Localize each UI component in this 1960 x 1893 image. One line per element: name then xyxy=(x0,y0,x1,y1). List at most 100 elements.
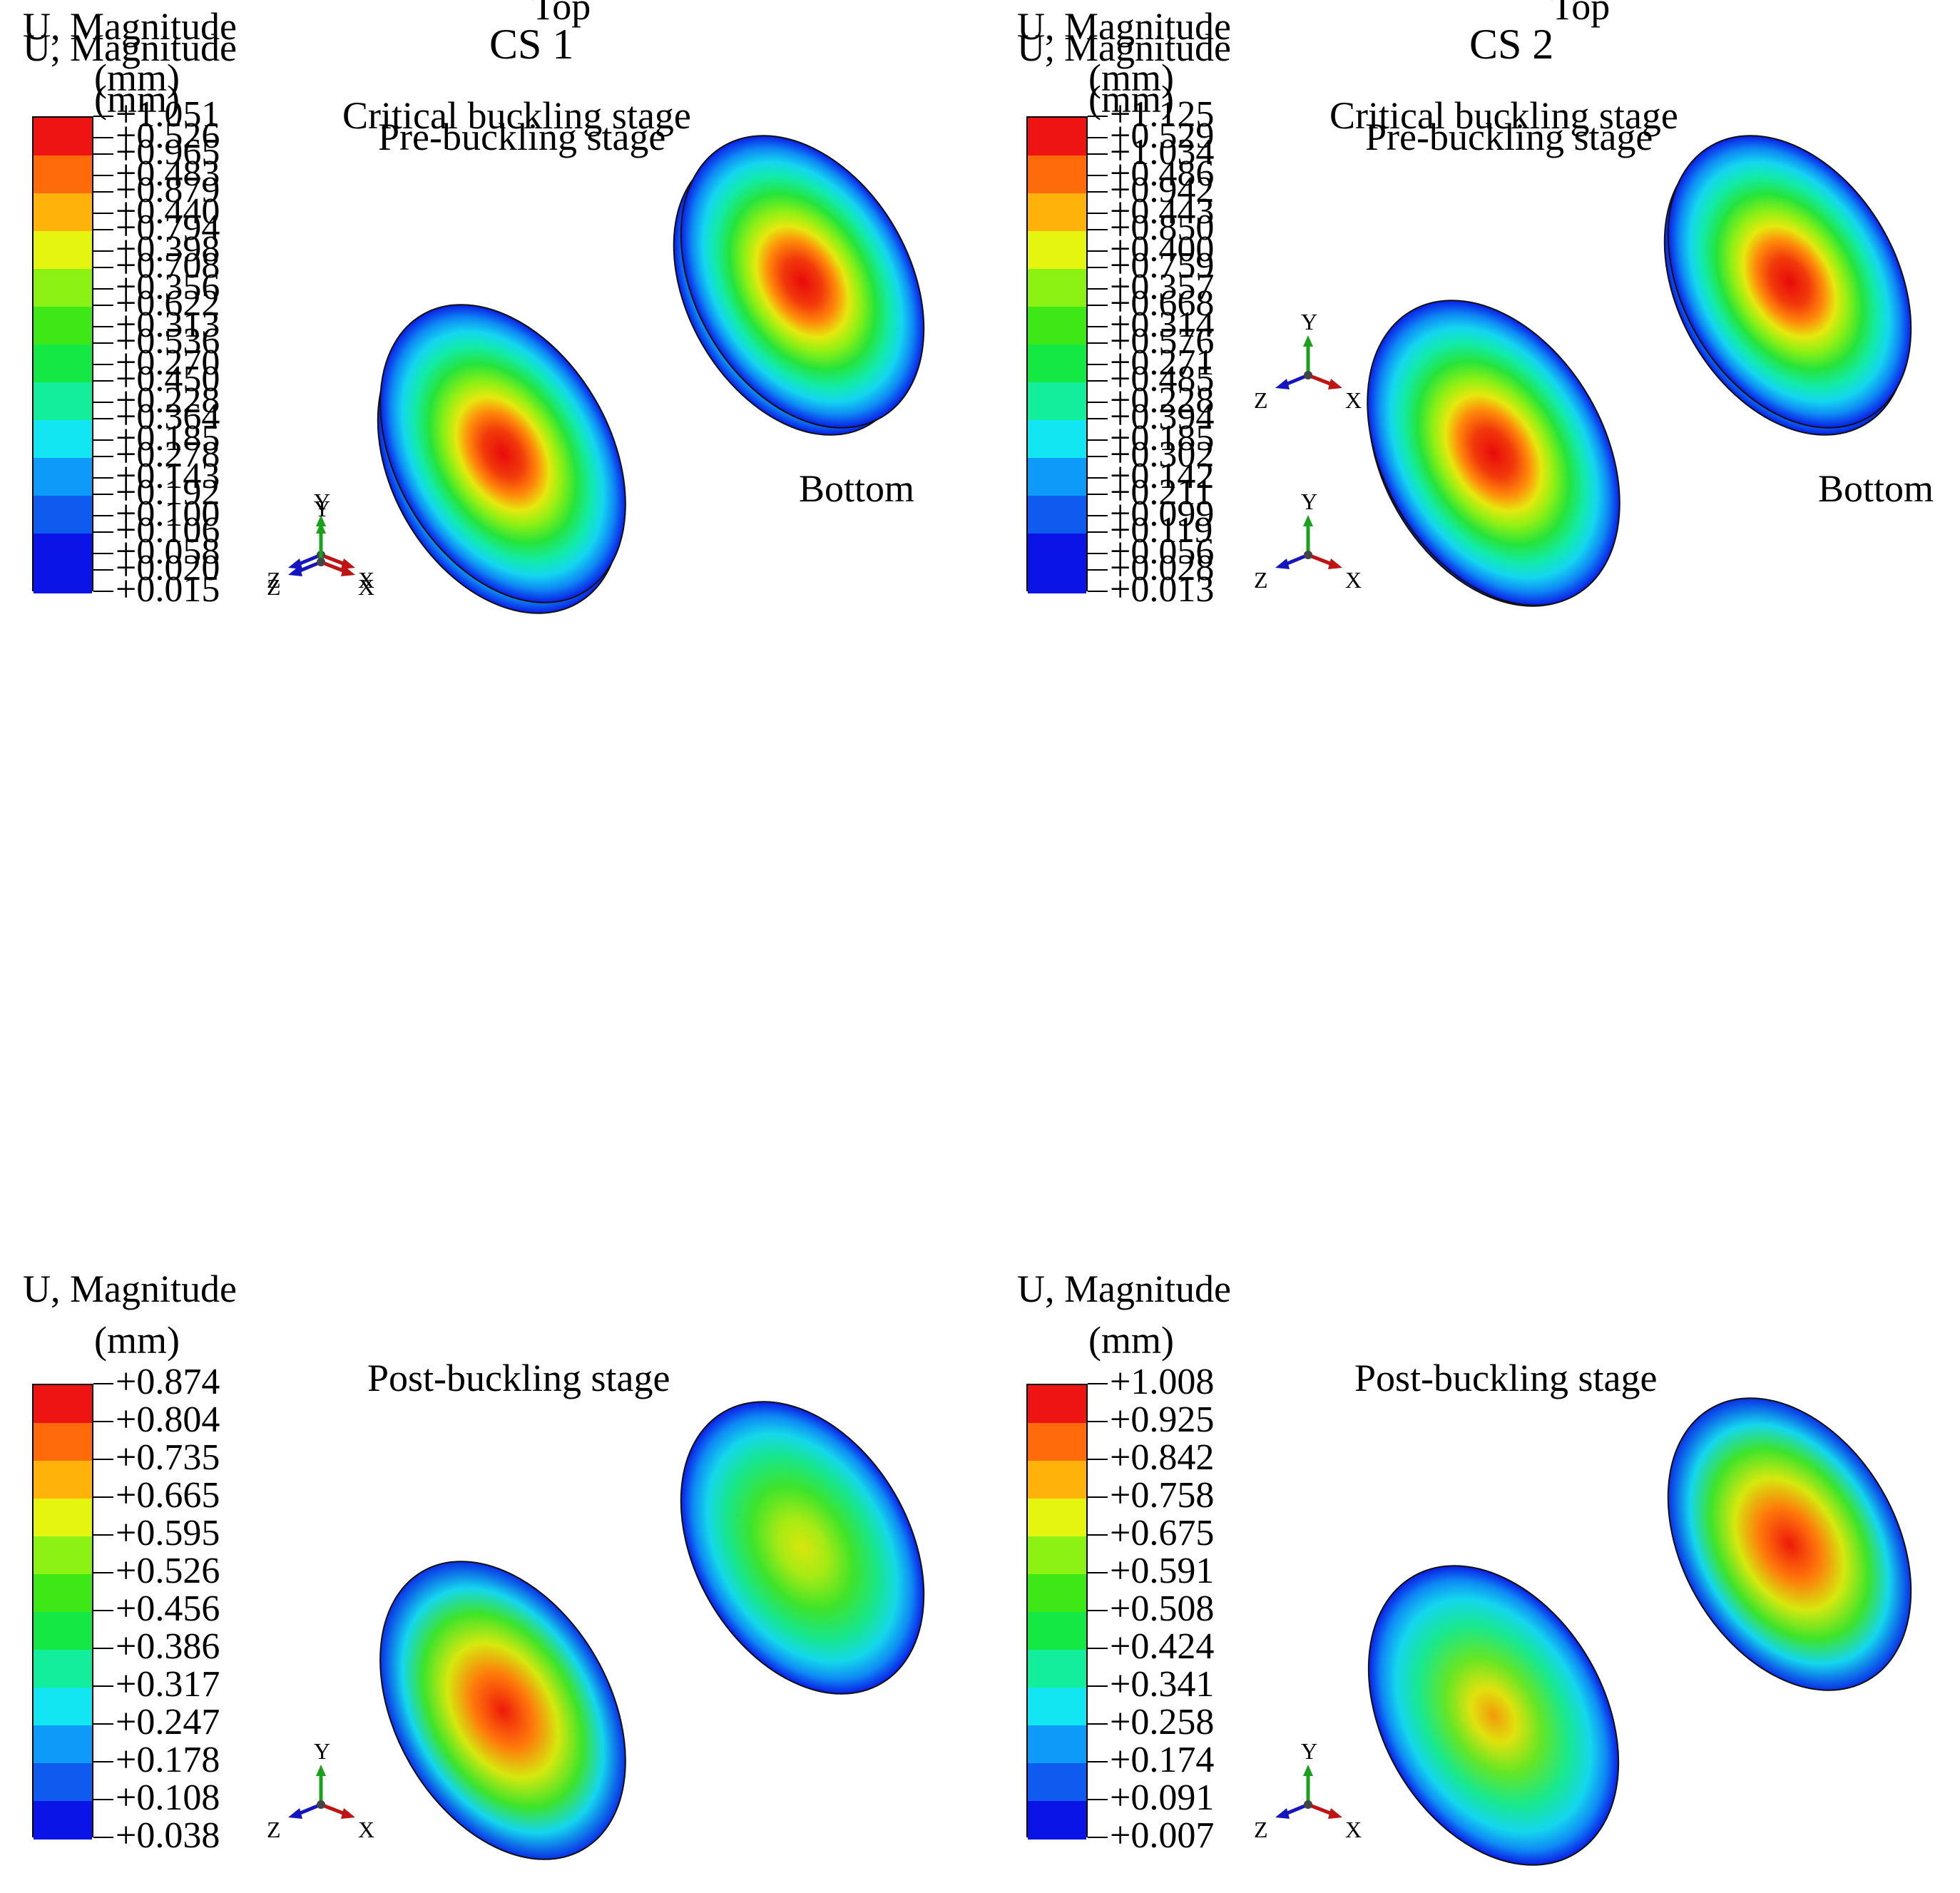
stage-label: Critical buckling stage xyxy=(1329,94,1678,137)
legend-tick-label: +0.313 xyxy=(116,305,220,345)
color-bar-swatch xyxy=(34,345,92,383)
legend-tick-line xyxy=(1088,380,1108,382)
legend-tick-line xyxy=(1088,456,1108,457)
panel-cs1-critical: U, Magnitude (mm) +1.051 +0.965 +0.879 +0.794… xyxy=(0,0,980,628)
legend-tick-line xyxy=(1088,1685,1108,1687)
legend-title: U, Magnitude xyxy=(23,1267,237,1310)
y-axis-label: Y xyxy=(314,496,330,521)
x-axis-line xyxy=(1307,373,1334,387)
y-axis-label: Y xyxy=(314,489,330,514)
color-bar-swatch xyxy=(1028,231,1086,270)
color-bar-swatch xyxy=(1028,382,1086,421)
color-bar-swatch xyxy=(34,1461,92,1499)
color-bar-swatch xyxy=(34,1725,92,1764)
legend-tick-label: +0.526 xyxy=(116,1551,220,1591)
legend-tick-label: +1.125 xyxy=(1110,94,1215,135)
legend-tick-label: +0.020 xyxy=(116,548,220,588)
legend-tick-label: +0.675 xyxy=(1110,1513,1215,1553)
legend-tick-line xyxy=(1088,1572,1108,1573)
axis-origin xyxy=(1304,371,1312,379)
color-bar-swatch xyxy=(1028,1385,1086,1424)
axis-origin xyxy=(317,558,325,566)
x-axis-label: X xyxy=(1345,387,1362,413)
color-bar-swatch xyxy=(1028,496,1086,534)
color-bar-swatch xyxy=(34,420,92,459)
legend-tick-line xyxy=(93,553,113,554)
color-bar-swatch xyxy=(34,458,92,496)
legend-tick-line xyxy=(1088,305,1108,306)
legend-tick-line xyxy=(1088,267,1108,268)
legend-tick-label: +0.091 xyxy=(1110,1777,1215,1818)
legend-tick-line xyxy=(93,477,113,479)
legend-tick-line xyxy=(93,191,113,193)
legend-tick-label: +0.386 xyxy=(116,1626,220,1667)
x-axis-line xyxy=(320,560,347,574)
legend-tick-line xyxy=(93,1648,113,1649)
legend-tick-line xyxy=(93,1383,113,1384)
stage-label: Critical buckling stage xyxy=(342,94,691,137)
side-label-bottom: Bottom xyxy=(799,467,915,510)
legend-tick-label: +0.270 xyxy=(116,342,220,383)
legend-tick-line xyxy=(93,288,113,290)
legend-tick-line xyxy=(93,1761,113,1762)
y-axis-label: Y xyxy=(1301,489,1317,514)
legend-tick-label: +0.508 xyxy=(1110,1588,1215,1629)
legend-tick-line xyxy=(93,229,113,230)
color-bar-swatch xyxy=(1028,420,1086,459)
legend-tick-label: +0.965 xyxy=(116,132,220,173)
color-bar-swatch xyxy=(34,1536,92,1575)
legend-tick-label: +0.925 xyxy=(1110,1399,1215,1440)
y-axis-arrow xyxy=(316,522,326,534)
legend-unit: (mm) xyxy=(1088,78,1174,121)
contour-plots xyxy=(379,135,925,603)
legend-tick-line xyxy=(1088,569,1108,571)
y-axis-label: Y xyxy=(314,1738,330,1764)
color-bar xyxy=(32,116,93,572)
legend-tick-line xyxy=(93,1685,113,1687)
legend-tick-line xyxy=(1088,515,1108,516)
color-bar-swatch xyxy=(34,231,92,270)
legend-tick-line xyxy=(93,1534,113,1536)
color-bar-swatch xyxy=(1028,1725,1086,1764)
legend-tick-label: +0.443 xyxy=(1110,191,1215,232)
z-axis-arrow xyxy=(288,1808,302,1819)
axis-triad-icon: Y X Z xyxy=(1254,1738,1362,1842)
x-axis-arrow xyxy=(341,1808,355,1819)
legend-tick-label: +0.486 xyxy=(1110,153,1215,194)
contour-plots xyxy=(1367,135,1912,606)
legend-tick-line xyxy=(1088,402,1108,403)
color-bar-swatch xyxy=(1028,345,1086,383)
legend-tick-label: +0.622 xyxy=(116,283,220,324)
contour-ellipse-top xyxy=(379,1561,626,1860)
legend-tick-label: +0.398 xyxy=(116,229,220,270)
color-bar-swatch xyxy=(34,1763,92,1802)
legend-unit: (mm) xyxy=(94,1319,180,1362)
legend-tick-label: +0.591 xyxy=(1110,1551,1215,1591)
legend-tick-label: +0.874 xyxy=(116,1362,220,1402)
contour-ellipse-top xyxy=(1367,1565,1620,1866)
contour-ellipse-top xyxy=(1367,300,1620,606)
legend-tick-label: +0.211 xyxy=(1110,472,1213,513)
legend-unit: (mm) xyxy=(1088,1319,1174,1362)
legend-tick-label: +0.228 xyxy=(116,380,220,421)
x-axis-label: X xyxy=(1345,1817,1362,1842)
legend-tick-line xyxy=(1088,288,1108,290)
y-axis-label: Y xyxy=(1301,309,1317,335)
color-bar-swatch xyxy=(34,307,92,345)
legend-tick-line xyxy=(1088,1496,1108,1498)
legend-tick-label: +0.143 xyxy=(116,456,220,496)
legend-tick-label: +0.450 xyxy=(116,359,220,399)
color-bar-swatch xyxy=(1028,1536,1086,1575)
stage-label: Post-buckling stage xyxy=(1354,1357,1658,1399)
x-axis-label: X xyxy=(358,1817,374,1842)
legend-tick-line xyxy=(93,267,113,268)
legend-tick-label: +0.456 xyxy=(116,1588,220,1629)
x-axis-arrow xyxy=(341,566,355,576)
legend-tick-line xyxy=(93,1799,113,1800)
legend-tick-line xyxy=(1088,175,1108,176)
legend-tick-line xyxy=(93,531,113,533)
legend-tick-line xyxy=(1088,1610,1108,1611)
color-bar-swatch xyxy=(1028,193,1086,232)
legend-tick-label: +1.008 xyxy=(1110,1362,1215,1402)
legend-tick-label: +0.228 xyxy=(1110,380,1215,421)
